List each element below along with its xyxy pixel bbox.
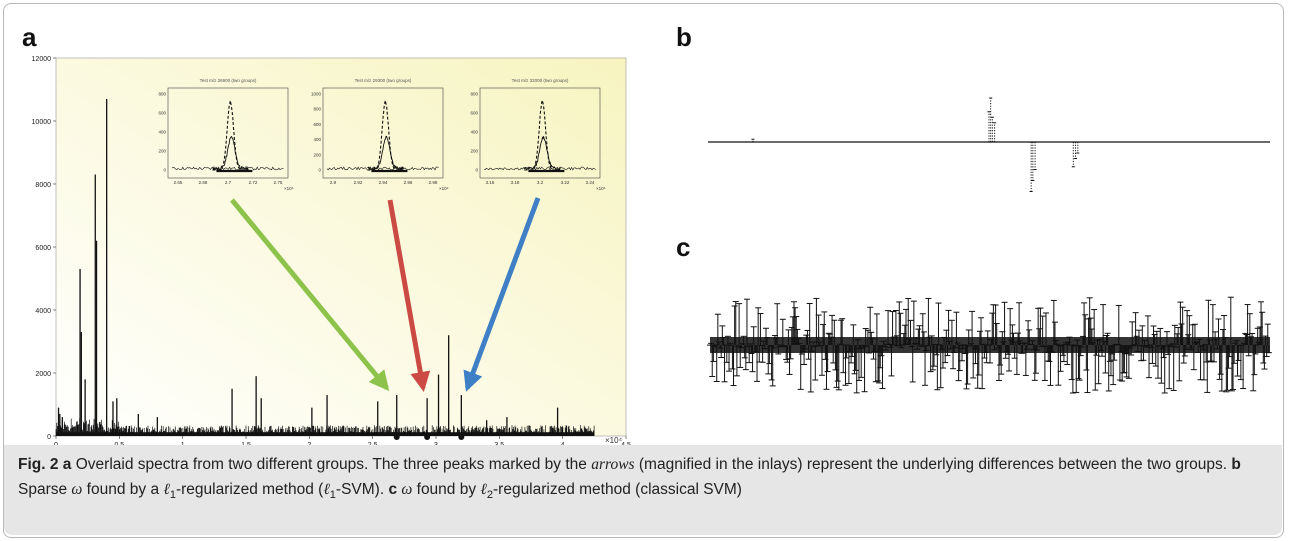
inlay-x-tick: 2.98 xyxy=(429,180,438,185)
x-tick-label: 3.5 xyxy=(494,442,504,445)
inlay-y-tick: 0 xyxy=(475,168,478,173)
y-tick-label: 4000 xyxy=(35,308,51,315)
dense-weight-chart xyxy=(707,296,1272,394)
x-multiplier-label: ×10⁴ xyxy=(605,436,623,445)
panel-label-a: a xyxy=(22,22,37,52)
x-tick-label: 2 xyxy=(307,442,311,445)
inlay-x-tick: 3.18 xyxy=(511,180,520,185)
inlay-baseline xyxy=(483,166,596,171)
x-tick-label: 4 xyxy=(561,442,565,445)
inlay-y-tick: 600 xyxy=(470,111,478,116)
inlay-x-tick: 3.24 xyxy=(586,180,595,185)
inlay-x-tick: 2.65 xyxy=(174,180,183,185)
inlay-title: Test m/z 29300 (two groups) xyxy=(355,78,412,83)
inlay-frame xyxy=(167,87,289,179)
inlay-y-tick: 0 xyxy=(318,168,321,173)
x-tick-label: 0.5 xyxy=(114,442,124,445)
inlay-x-tick: 2.92 xyxy=(354,180,363,185)
panel-label-b: b xyxy=(676,22,692,52)
inlay-y-tick: 1000 xyxy=(311,92,322,97)
peak-marker xyxy=(424,434,431,440)
inlay-frame xyxy=(322,87,444,179)
plot-background xyxy=(55,57,627,437)
caption-b-label: b xyxy=(1231,456,1241,473)
inlay-title: Test m/z 26900 (two groups) xyxy=(200,78,257,83)
inlay-x-tick: 3.16 xyxy=(486,180,495,185)
inlay-title: Test m/z 32000 (two groups) xyxy=(512,78,569,83)
inlay-y-tick: 200 xyxy=(470,149,478,154)
inlay-x-multiplier: ×10⁴ xyxy=(284,186,294,191)
caption-background xyxy=(4,445,1282,535)
inlay-y-tick: 400 xyxy=(158,130,166,135)
inlay-x-tick: 2.75 xyxy=(274,180,283,185)
inlay-x-tick: 2.7 xyxy=(225,180,232,185)
caption-fig-label: Fig. 2 xyxy=(18,456,59,473)
inlay-y-tick: 200 xyxy=(158,149,166,154)
inlay-y-tick: 600 xyxy=(313,122,321,127)
y-tick-label: 2000 xyxy=(35,371,51,378)
x-tick-label: 0 xyxy=(54,442,58,445)
x-tick-label: 4.5 xyxy=(621,442,631,445)
inlay-peak-solid xyxy=(212,135,249,172)
inlay-x-tick: 3.2 xyxy=(537,180,544,185)
y-tick-label: 10000 xyxy=(32,119,52,126)
callout-arrow xyxy=(230,198,390,392)
inlay-y-tick: 0 xyxy=(163,168,166,173)
y-tick-label: 0 xyxy=(47,434,51,441)
caption-c-label: c xyxy=(388,481,398,498)
inlay-plot: Test m/z 32000 (two groups) 0 200 400 600 800… xyxy=(470,78,605,191)
y-tick-label: 6000 xyxy=(35,245,51,252)
x-tick-label: 3 xyxy=(434,442,438,445)
inlay-x-tick: 3.22 xyxy=(561,180,570,185)
inlay-x-multiplier: ×10⁴ xyxy=(439,186,449,191)
callout-arrow xyxy=(387,199,431,392)
y-tick-label: 8000 xyxy=(35,182,51,189)
dense-weight-band xyxy=(710,337,1270,353)
baseline-band xyxy=(56,432,595,436)
inlay-frame xyxy=(479,87,601,179)
callout-arrow xyxy=(463,197,541,392)
inlay-peak-solid xyxy=(367,135,404,172)
inlay-x-tick: 2.68 xyxy=(199,180,208,185)
inlay-y-tick: 200 xyxy=(313,152,321,157)
inlay-x-multiplier: ×10⁴ xyxy=(596,186,606,191)
peak-marker xyxy=(458,434,465,440)
peak-marker xyxy=(393,434,400,440)
inlay-y-tick: 400 xyxy=(470,130,478,135)
sparse-weight-chart xyxy=(708,97,1270,192)
inlay-y-tick: 400 xyxy=(313,137,321,142)
inlay-y-tick: 600 xyxy=(158,111,166,116)
inlay-x-tick: 2.72 xyxy=(249,180,258,185)
y-tick-label: 12000 xyxy=(32,56,52,63)
caption-a-label: a xyxy=(62,456,72,473)
inlay-y-tick: 800 xyxy=(158,92,166,97)
inlay-plot: Test m/z 26900 (two groups) 0 200 400 600 800… xyxy=(158,78,293,191)
x-tick-label: 2.5 xyxy=(368,442,378,445)
x-tick-label: 1.5 xyxy=(241,442,251,445)
inlay-x-tick: 2.96 xyxy=(404,180,413,185)
inlay-x-tick: 2.9 xyxy=(330,180,337,185)
inlay-baseline xyxy=(326,166,439,171)
inlay-y-tick: 800 xyxy=(470,92,478,97)
panel-label-c: c xyxy=(676,232,691,262)
x-tick-label: 1 xyxy=(181,442,185,445)
inlay-baseline xyxy=(171,166,284,171)
figure-caption: Fig. 2 a Overlaid spectra from two diffe… xyxy=(18,456,1241,502)
inlay-x-tick: 2.94 xyxy=(379,180,388,185)
inlay-plot: Test m/z 29300 (two groups) 0 200 400 600 800… xyxy=(311,78,449,191)
inlay-y-tick: 800 xyxy=(313,107,321,112)
